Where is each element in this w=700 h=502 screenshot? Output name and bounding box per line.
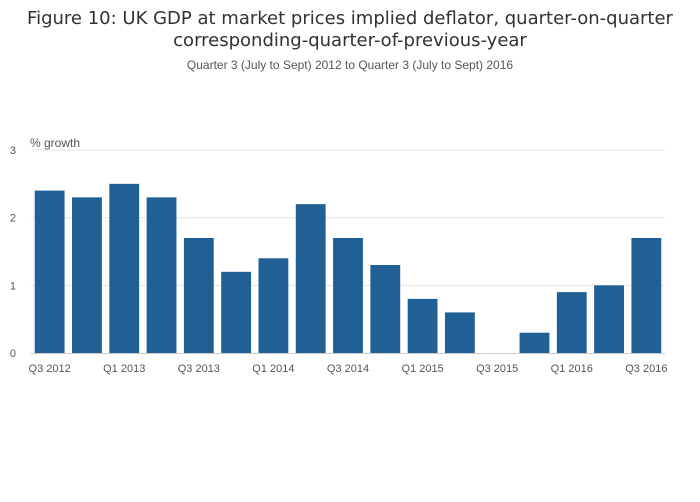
- y-tick-label: 2: [10, 213, 16, 225]
- x-tick-label: Q1 2015: [401, 363, 443, 375]
- bars: [34, 183, 662, 353]
- bar: [333, 237, 363, 353]
- x-tick-label: Q1 2013: [103, 363, 145, 375]
- x-tick-label: Q3 2013: [178, 363, 220, 375]
- x-tick-label: Q3 2015: [476, 363, 518, 375]
- x-tick-label: Q3 2016: [625, 363, 667, 375]
- bar: [594, 285, 624, 353]
- x-axis-ticks: Q3 2012 Q1 2013 Q3 2013 Q1 2014 Q3 2014 Q1 20…: [29, 363, 668, 375]
- bar: [221, 271, 252, 353]
- bar: [407, 298, 438, 353]
- bar: [146, 197, 177, 353]
- chart-title-line-2: corresponding-quarter-of-previous-year: [173, 30, 527, 51]
- chart-title-line-1: Figure 10: UK GDP at market prices impli…: [27, 8, 673, 29]
- bar: [295, 204, 326, 353]
- bar: [444, 312, 475, 353]
- x-tick-label: Q3 2014: [327, 363, 369, 375]
- y-axis-ticks: 0 1 2 3: [10, 145, 16, 360]
- bar: [34, 190, 65, 353]
- bar: [183, 237, 214, 353]
- x-tick-label: Q1 2016: [551, 363, 593, 375]
- bar: [631, 237, 662, 353]
- x-tick-label: Q3 2012: [29, 363, 71, 375]
- bar: [370, 265, 401, 353]
- bar: [109, 183, 140, 353]
- bar: [258, 258, 289, 353]
- bar: [556, 292, 587, 353]
- y-tick-label: 0: [10, 348, 16, 360]
- bar: [519, 332, 550, 353]
- y-tick-label: 3: [10, 145, 16, 157]
- chart-title: Figure 10: UK GDP at market prices impli…: [0, 8, 700, 52]
- x-tick-label: Q1 2014: [252, 363, 294, 375]
- y-tick-label: 1: [10, 280, 16, 292]
- chart-subtitle: Quarter 3 (July to Sept) 2012 to Quarter…: [186, 58, 514, 72]
- bar: [72, 197, 102, 353]
- y-axis-label: % growth: [30, 136, 80, 150]
